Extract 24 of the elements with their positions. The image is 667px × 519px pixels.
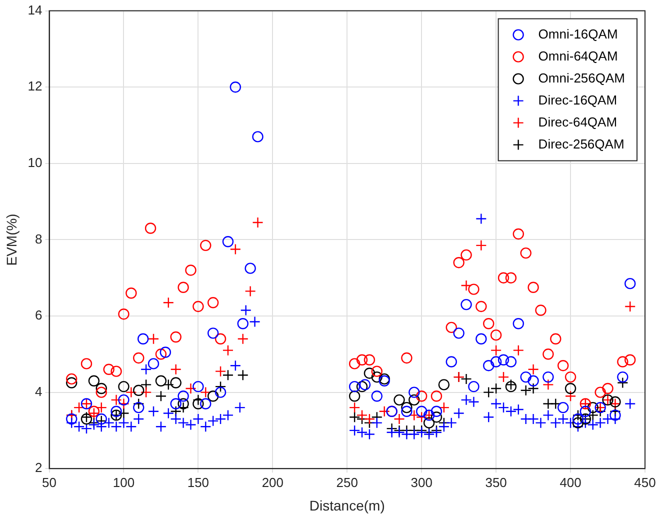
legend-label: Omni-256QAM <box>538 70 626 86</box>
y-tick-label: 10 <box>28 154 42 170</box>
x-tick-label: 150 <box>187 474 210 490</box>
y-tick-label: 12 <box>28 78 42 94</box>
x-tick-label: 400 <box>560 474 582 490</box>
x-tick-label: 100 <box>112 474 135 490</box>
y-tick-label: 8 <box>35 231 42 246</box>
y-tick-label: 14 <box>28 2 42 18</box>
x-tick-label: 300 <box>410 474 432 490</box>
x-tick-label: 250 <box>336 474 358 490</box>
y-tick-label: 4 <box>35 384 42 399</box>
x-axis-title: Distance(m) <box>309 497 385 514</box>
y-axis-title: EVM(%) <box>3 214 20 266</box>
y-tick-label: 6 <box>35 308 42 323</box>
legend-label: Direc-64QAM <box>538 114 618 130</box>
x-tick-label: 50 <box>42 474 56 490</box>
x-tick-label: 450 <box>634 474 656 490</box>
y-tick-label: 2 <box>35 460 42 476</box>
legend-label: Direc-256QAM <box>538 136 624 152</box>
legend-label: Direc-16QAM <box>538 92 618 108</box>
x-tick-label: 200 <box>262 474 284 490</box>
legend-label: Omni-16QAM <box>538 26 618 42</box>
legend-label: Omni-64QAM <box>538 48 618 64</box>
x-tick-label: 350 <box>485 474 507 490</box>
